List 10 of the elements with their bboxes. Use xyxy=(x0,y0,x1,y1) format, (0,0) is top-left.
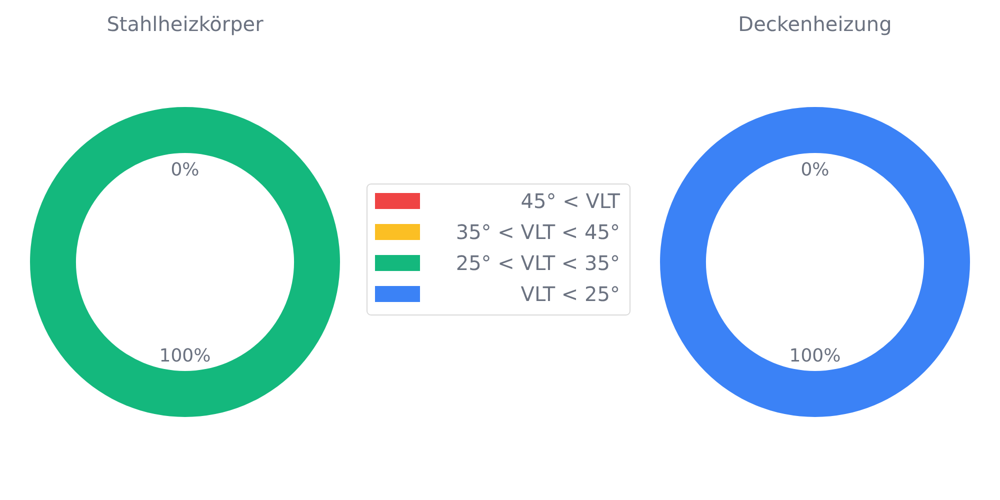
data-label: 100% xyxy=(789,345,841,366)
legend-label: 25° < VLT < 35° xyxy=(456,251,620,275)
category-label: 45° < VLT xyxy=(520,189,620,213)
legend-label: 35° < VLT < 45° xyxy=(456,220,620,244)
category-label: VLT < 25° xyxy=(520,282,620,306)
chart-title: Stahlheizkörper xyxy=(106,12,264,36)
text: 0% xyxy=(170,159,200,180)
text: 0% xyxy=(800,159,830,180)
chart-title: Deckenheizung xyxy=(738,12,892,36)
data-label: 100% xyxy=(159,345,211,366)
